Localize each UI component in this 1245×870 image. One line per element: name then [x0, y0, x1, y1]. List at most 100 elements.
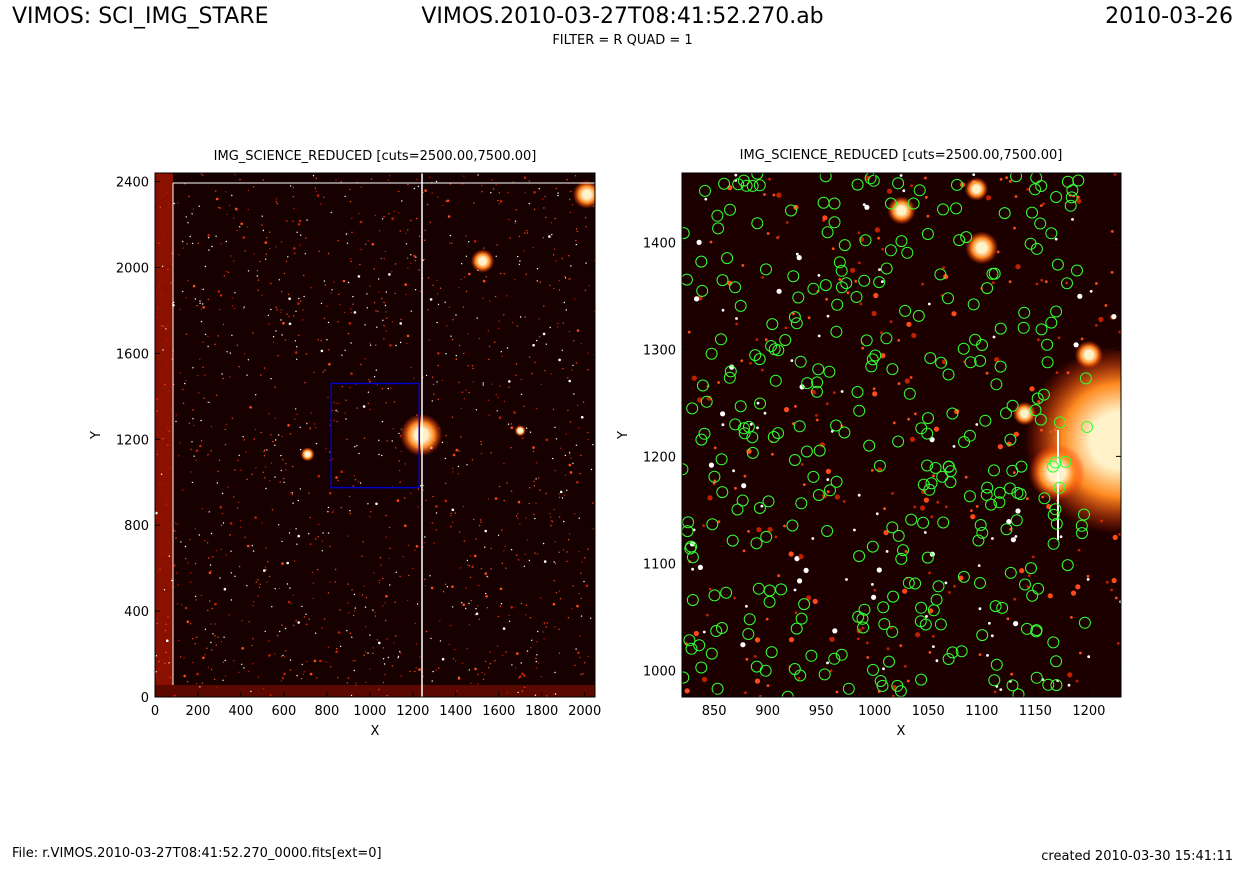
left-star: [165, 651, 167, 654]
left-star: [306, 660, 308, 663]
left-star: [517, 255, 519, 258]
right-star: [904, 378, 910, 384]
detection-circle: [795, 497, 808, 510]
left-star: [585, 226, 587, 228]
left-star: [536, 641, 538, 643]
right-star: [825, 468, 832, 474]
left-star: [243, 307, 245, 310]
left-star: [571, 369, 573, 371]
detection-circle: [866, 353, 879, 366]
left-star: [521, 690, 524, 692]
left-star: [187, 562, 189, 564]
left-star: [360, 186, 362, 188]
left-star: [280, 319, 282, 321]
left-star: [577, 651, 580, 655]
left-star: [413, 254, 416, 258]
left-star: [289, 669, 292, 671]
left-star: [210, 668, 213, 671]
detection-circle: [682, 671, 690, 684]
left-star: [266, 449, 268, 451]
left-star: [239, 178, 241, 181]
left-star: [455, 314, 457, 316]
left-star: [564, 275, 566, 278]
detection-circle: [794, 355, 807, 368]
left-star: [451, 416, 454, 418]
right-star: [1105, 580, 1109, 584]
left-star: [395, 447, 397, 449]
left-star: [452, 471, 454, 473]
left-star: [507, 192, 509, 194]
right-star: [1029, 386, 1035, 392]
left-star: [322, 371, 324, 373]
left-star: [346, 242, 349, 244]
left-star: [182, 247, 184, 249]
left-star: [452, 606, 454, 608]
left-star: [472, 367, 474, 370]
right-star: [1095, 282, 1098, 285]
left-star: [429, 298, 433, 301]
left-star: [385, 536, 387, 538]
left-star: [199, 358, 201, 360]
left-star: [206, 401, 208, 403]
left-star: [347, 602, 349, 604]
left-star: [418, 668, 421, 671]
detection-circle: [734, 400, 747, 413]
left-star: [311, 571, 314, 574]
right-star: [928, 571, 931, 575]
detection-circle: [1004, 566, 1017, 579]
left-star: [293, 560, 296, 562]
left-star: [552, 254, 555, 256]
left-star: [263, 450, 265, 452]
detection-circle: [1047, 460, 1059, 473]
left-star: [445, 200, 447, 202]
left-star: [192, 661, 194, 664]
detection-circle: [974, 577, 986, 589]
left-star: [501, 654, 504, 657]
left-star: [333, 420, 335, 422]
left-star: [592, 502, 594, 504]
left-star: [333, 281, 335, 283]
right-star: [798, 554, 804, 560]
right-star: [747, 530, 750, 533]
left-star: [302, 309, 304, 311]
right-star: [1013, 431, 1020, 437]
right-star: [1070, 590, 1077, 596]
right-star: [745, 657, 749, 661]
left-star: [521, 437, 524, 439]
left-star: [460, 407, 462, 410]
right-star: [749, 422, 753, 426]
right-star: [826, 314, 830, 318]
left-star: [293, 247, 296, 250]
right-star: [1010, 537, 1017, 543]
left-star: [539, 489, 541, 491]
left-star: [437, 196, 439, 198]
left-star: [304, 382, 306, 384]
left-star: [497, 615, 500, 618]
right-star: [1080, 337, 1084, 341]
left-star: [180, 541, 182, 543]
left-star: [559, 598, 562, 600]
left-star: [573, 340, 575, 342]
left-star: [430, 586, 434, 590]
left-star: [337, 240, 339, 242]
right-star: [881, 280, 884, 283]
right-star: [865, 175, 871, 181]
left-star: [203, 397, 205, 399]
left-star: [468, 272, 471, 276]
detection-circle: [763, 595, 776, 608]
left-star: [475, 608, 477, 610]
footer-created-timestamp: created 2010-03-30 15:41:11: [1041, 849, 1233, 864]
right-star: [776, 288, 782, 294]
left-star: [361, 555, 363, 557]
right-star: [1076, 198, 1082, 204]
left-star: [231, 194, 233, 197]
left-star: [243, 667, 245, 669]
left-star: [293, 207, 295, 210]
left-star: [297, 499, 299, 502]
right-star: [766, 684, 770, 687]
detection-circle: [858, 603, 871, 616]
left-star: [179, 656, 182, 658]
left-star: [555, 260, 557, 262]
left-star: [255, 394, 257, 396]
left-star: [545, 626, 547, 628]
